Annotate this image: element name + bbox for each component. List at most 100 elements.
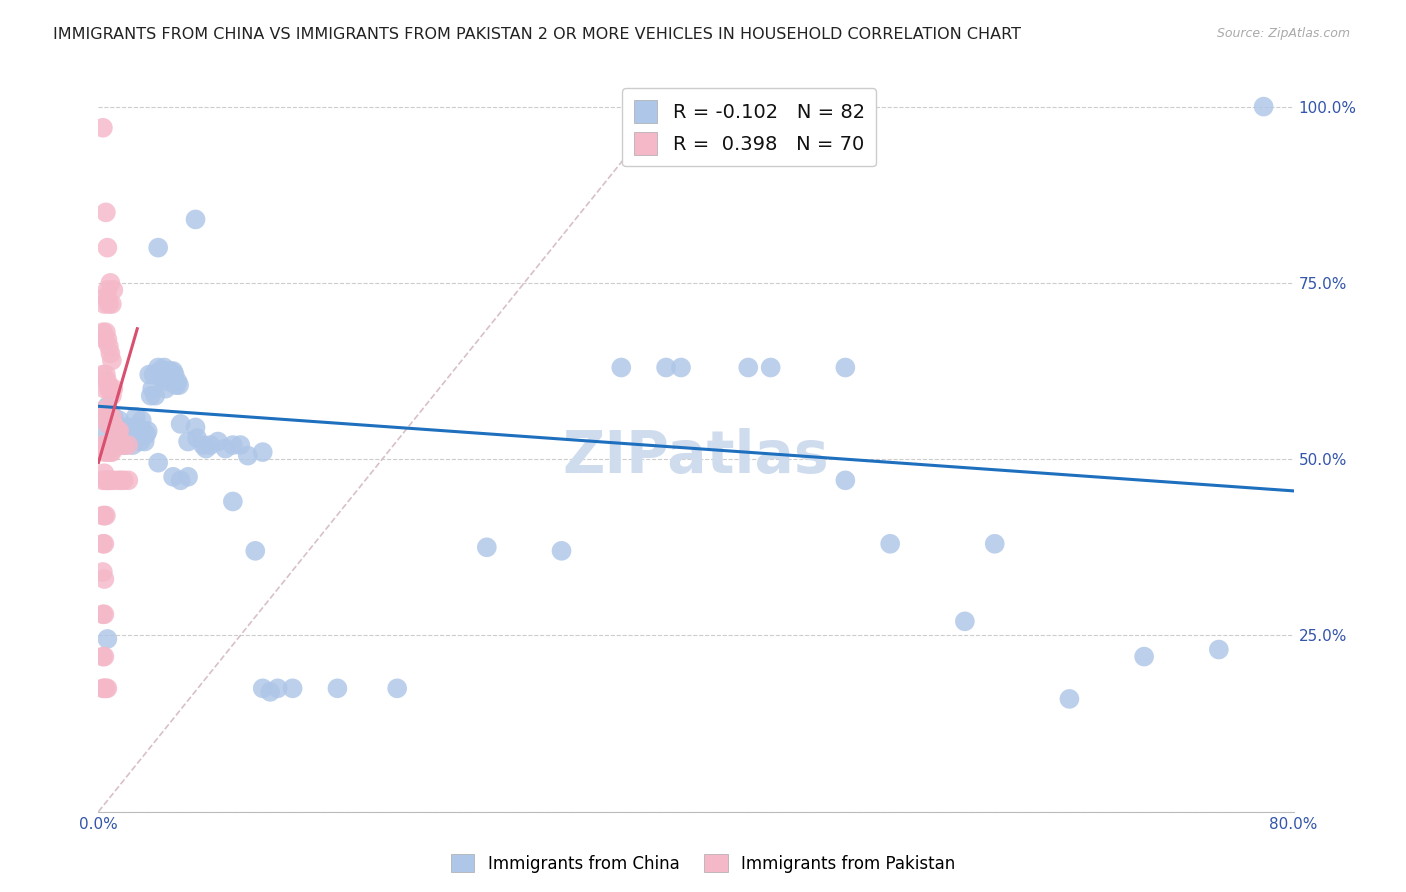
Point: [132, 424, 155, 438]
Point: [91, 438, 114, 452]
Point: [550, 544, 572, 558]
Point: [117, 473, 139, 487]
Point: [129, 434, 152, 449]
Point: [655, 360, 678, 375]
Point: [152, 364, 174, 378]
Point: [166, 375, 188, 389]
Point: [94, 409, 117, 424]
Point: [93, 508, 115, 523]
Point: [184, 212, 207, 227]
Point: [91, 508, 114, 523]
Point: [136, 424, 159, 438]
Point: [252, 445, 274, 459]
Point: [93, 467, 115, 481]
Point: [1133, 649, 1156, 664]
Point: [128, 420, 150, 434]
Point: [94, 427, 117, 442]
Point: [184, 420, 207, 434]
Point: [93, 382, 115, 396]
Point: [163, 368, 186, 382]
Point: [121, 438, 143, 452]
Point: [96, 473, 118, 487]
Point: [98, 445, 122, 459]
Point: [267, 681, 290, 696]
Point: [94, 368, 117, 382]
Point: [134, 434, 156, 449]
Point: [159, 364, 181, 378]
Point: [94, 508, 117, 523]
Point: [96, 332, 118, 346]
Point: [107, 438, 129, 452]
Point: [105, 424, 128, 438]
Point: [93, 607, 115, 622]
Point: [1059, 692, 1081, 706]
Point: [143, 389, 166, 403]
Point: [93, 413, 115, 427]
Point: [93, 445, 115, 459]
Point: [139, 389, 162, 403]
Point: [107, 424, 129, 438]
Point: [879, 537, 901, 551]
Point: [195, 442, 218, 456]
Point: [112, 438, 135, 452]
Point: [101, 409, 124, 424]
Point: [103, 382, 125, 396]
Point: [101, 353, 124, 368]
Point: [135, 427, 157, 442]
Point: [162, 364, 184, 378]
Point: [105, 417, 128, 431]
Point: [96, 632, 118, 646]
Point: [148, 360, 170, 375]
Point: [96, 417, 118, 431]
Point: [281, 681, 304, 696]
Point: [91, 409, 114, 424]
Point: [118, 434, 141, 449]
Point: [93, 649, 115, 664]
Point: [108, 424, 131, 438]
Point: [124, 420, 146, 434]
Point: [326, 681, 349, 696]
Point: [96, 681, 118, 696]
Point: [93, 332, 115, 346]
Point: [127, 427, 149, 442]
Point: [111, 420, 134, 434]
Point: [103, 283, 125, 297]
Point: [222, 438, 245, 452]
Point: [834, 360, 856, 375]
Point: [141, 382, 163, 396]
Point: [669, 360, 692, 375]
Point: [93, 402, 115, 417]
Point: [252, 681, 274, 696]
Point: [97, 339, 120, 353]
Point: [94, 681, 117, 696]
Point: [101, 389, 124, 403]
Point: [177, 434, 200, 449]
Point: [96, 283, 118, 297]
Point: [91, 607, 114, 622]
Point: [91, 565, 114, 579]
Point: [737, 360, 759, 375]
Point: [110, 438, 132, 452]
Point: [107, 473, 129, 487]
Point: [97, 409, 120, 424]
Point: [984, 537, 1007, 551]
Point: [103, 473, 125, 487]
Point: [115, 427, 138, 442]
Point: [953, 615, 976, 629]
Point: [94, 290, 117, 304]
Point: [93, 681, 115, 696]
Point: [107, 431, 129, 445]
Point: [110, 438, 132, 452]
Point: [114, 438, 136, 452]
Point: [98, 406, 122, 420]
Point: [245, 544, 267, 558]
Point: [112, 431, 135, 445]
Point: [91, 325, 114, 339]
Point: [91, 120, 114, 135]
Text: Source: ZipAtlas.com: Source: ZipAtlas.com: [1216, 27, 1350, 40]
Point: [148, 241, 170, 255]
Point: [150, 371, 173, 385]
Point: [214, 442, 236, 456]
Point: [229, 438, 252, 452]
Point: [1253, 100, 1275, 114]
